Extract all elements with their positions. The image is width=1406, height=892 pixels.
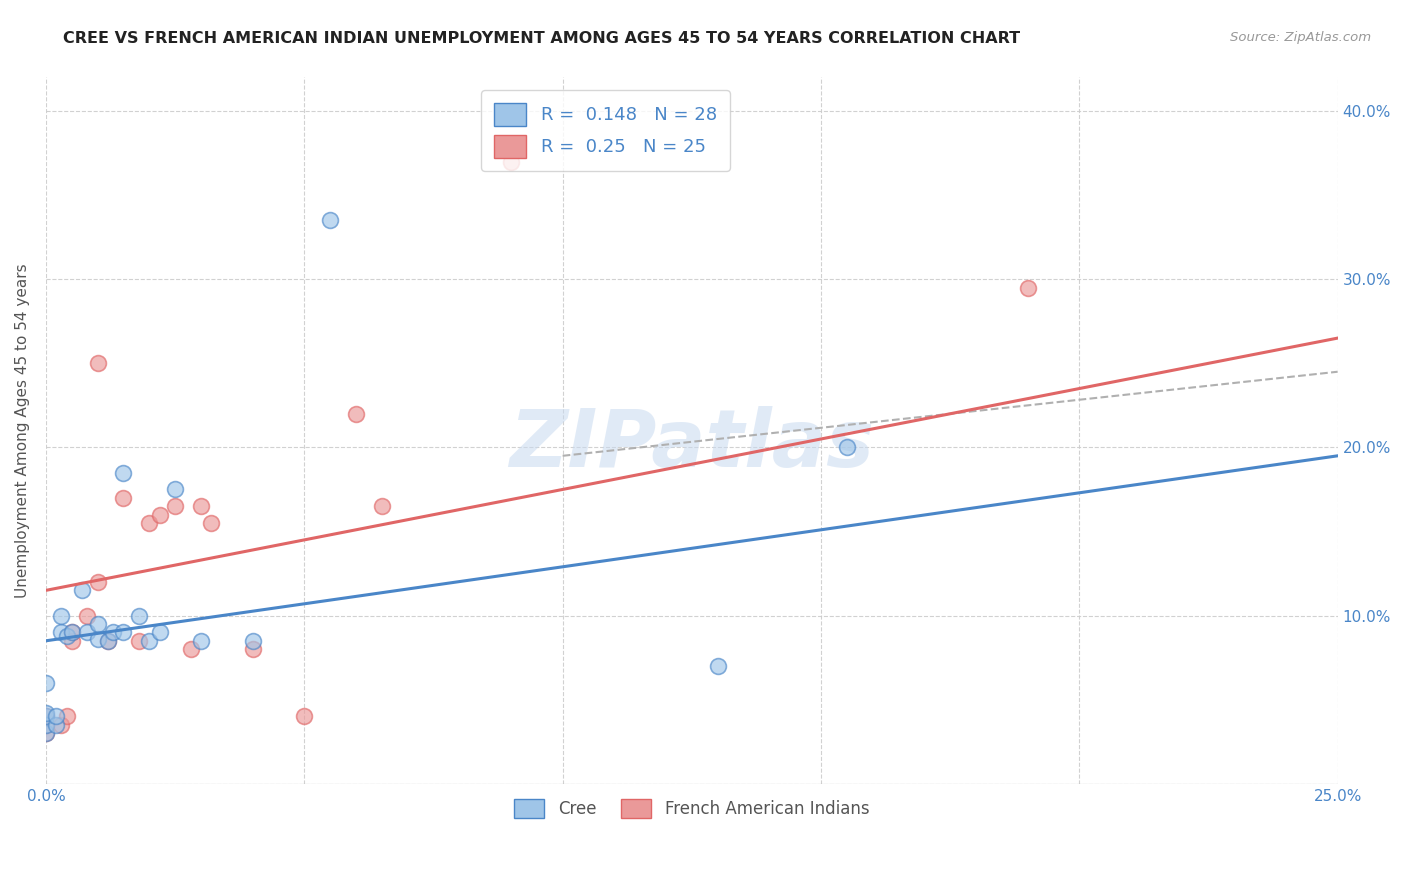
Point: [190, 500, 212, 514]
Point: [200, 516, 222, 530]
Y-axis label: Unemployment Among Ages 45 to 54 years: Unemployment Among Ages 45 to 54 years: [15, 263, 30, 598]
Point: [112, 491, 135, 505]
Point: [242, 642, 264, 657]
Point: [112, 466, 135, 480]
Point: [51, 718, 73, 732]
Point: [706, 659, 728, 673]
Point: [499, 154, 522, 169]
Point: [55, 709, 77, 723]
Point: [128, 633, 150, 648]
Point: [344, 407, 367, 421]
Point: [86, 617, 108, 632]
Point: [60, 625, 83, 640]
Point: [165, 483, 187, 497]
Point: [149, 508, 172, 522]
Point: [60, 633, 83, 648]
Legend: Cree, French American Indians: Cree, French American Indians: [508, 792, 876, 825]
Point: [180, 642, 202, 657]
Point: [70, 583, 93, 598]
Point: [138, 633, 160, 648]
Point: [97, 633, 120, 648]
Point: [55, 629, 77, 643]
Point: [35, 709, 58, 723]
Point: [35, 706, 58, 720]
Point: [76, 625, 98, 640]
Point: [97, 633, 120, 648]
Point: [1017, 280, 1039, 294]
Point: [35, 676, 58, 690]
Text: Source: ZipAtlas.com: Source: ZipAtlas.com: [1230, 31, 1371, 45]
Point: [138, 516, 160, 530]
Text: ZIPatlas: ZIPatlas: [509, 406, 875, 483]
Text: CREE VS FRENCH AMERICAN INDIAN UNEMPLOYMENT AMONG AGES 45 TO 54 YEARS CORRELATIO: CREE VS FRENCH AMERICAN INDIAN UNEMPLOYM…: [63, 31, 1021, 46]
Point: [45, 718, 67, 732]
Point: [76, 608, 98, 623]
Point: [35, 709, 58, 723]
Point: [51, 625, 73, 640]
Point: [35, 718, 58, 732]
Point: [190, 633, 212, 648]
Point: [86, 574, 108, 589]
Point: [86, 632, 108, 646]
Point: [51, 608, 73, 623]
Point: [86, 356, 108, 370]
Point: [35, 718, 58, 732]
Point: [165, 500, 187, 514]
Point: [35, 726, 58, 740]
Point: [319, 213, 342, 227]
Point: [128, 608, 150, 623]
Point: [35, 726, 58, 740]
Point: [60, 625, 83, 640]
Point: [149, 625, 172, 640]
Point: [292, 709, 315, 723]
Point: [835, 441, 858, 455]
Point: [242, 633, 264, 648]
Point: [112, 625, 135, 640]
Point: [45, 709, 67, 723]
Point: [371, 500, 394, 514]
Point: [101, 625, 124, 640]
